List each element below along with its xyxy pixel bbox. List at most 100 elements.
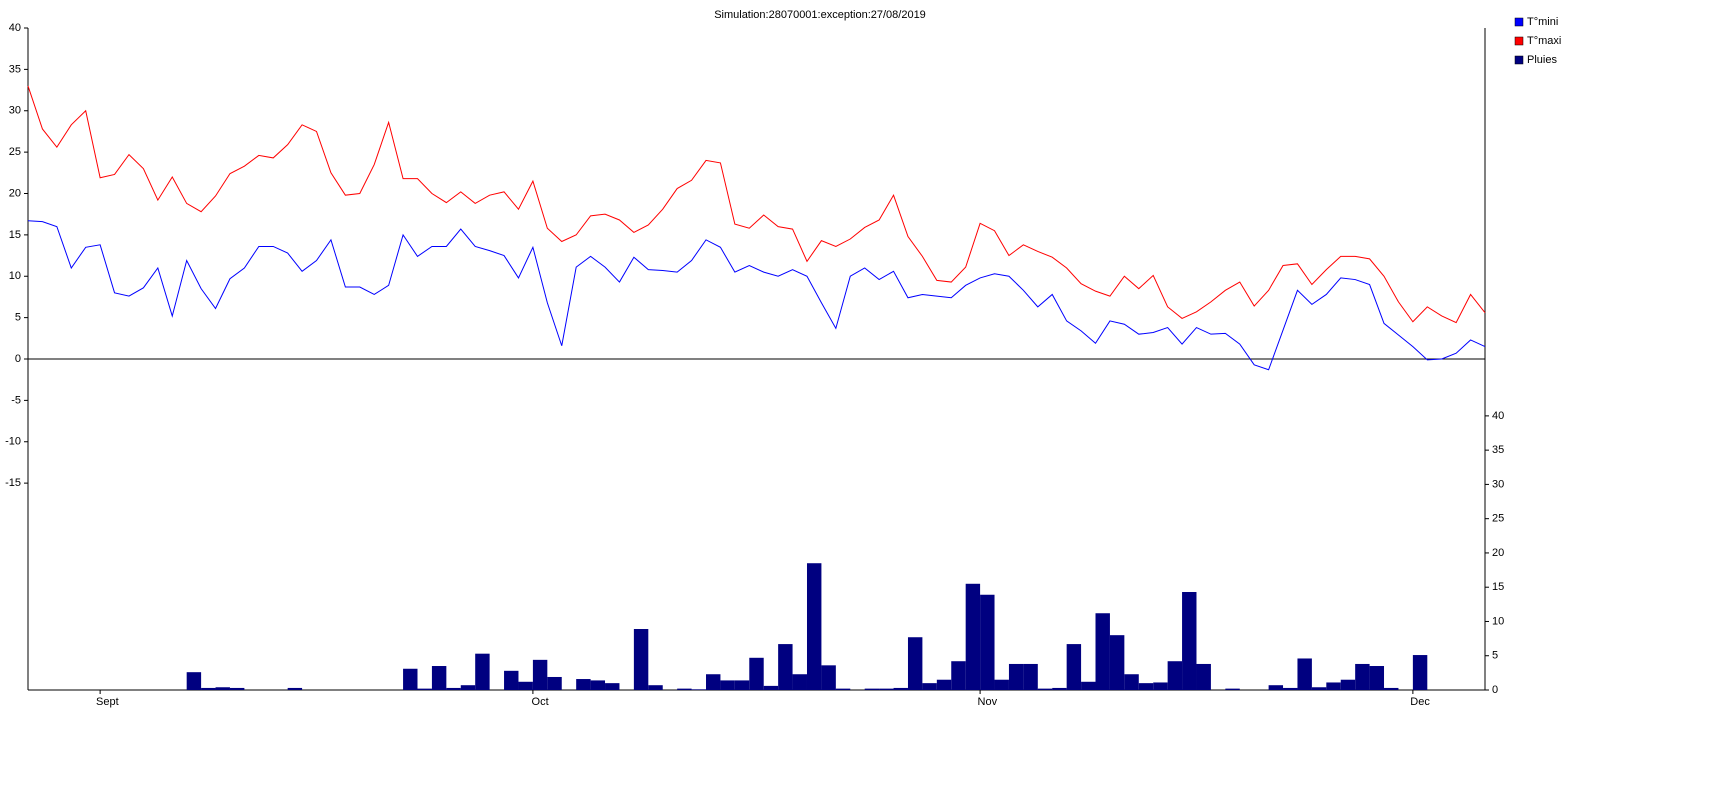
y-tick-label: -15 <box>5 477 21 489</box>
y2-tick-label: 40 <box>1492 410 1504 422</box>
y2-tick-label: 25 <box>1492 513 1504 525</box>
y2-tick-label: 15 <box>1492 581 1504 593</box>
bar <box>922 683 937 690</box>
y2-tick-label: 35 <box>1492 444 1504 456</box>
bar <box>879 688 894 690</box>
bar <box>1196 663 1211 690</box>
bar <box>936 679 952 690</box>
bar <box>994 679 1009 690</box>
x-tick-label: Oct <box>532 696 549 708</box>
line-series <box>27 220 1486 371</box>
bar <box>893 687 908 690</box>
bar <box>1369 666 1385 690</box>
bar <box>821 665 836 690</box>
y-tick-label: 0 <box>15 353 21 365</box>
bar <box>706 674 721 690</box>
y2-tick-label: 5 <box>1492 650 1498 662</box>
y-tick-label: 15 <box>9 229 21 241</box>
bar <box>1167 661 1183 690</box>
y-tick-label: 25 <box>9 146 21 158</box>
y2-tick-label: 20 <box>1492 547 1504 559</box>
bar <box>1268 685 1284 690</box>
bar <box>691 689 707 690</box>
y-tick-label: 35 <box>9 63 21 75</box>
bar <box>518 681 533 690</box>
bar <box>1066 644 1082 690</box>
legend-label: Pluies <box>1527 54 1557 66</box>
bar <box>1153 682 1168 690</box>
bar <box>907 637 923 690</box>
bar <box>590 680 606 690</box>
bar <box>1081 681 1096 690</box>
bar <box>229 687 245 690</box>
bar <box>749 657 764 690</box>
bar <box>1283 687 1298 690</box>
bar <box>951 661 966 690</box>
bar <box>605 683 620 690</box>
bar <box>806 563 822 690</box>
bar <box>576 679 591 690</box>
y-tick-label: 30 <box>9 105 21 117</box>
bar <box>1138 683 1154 690</box>
bar <box>1326 682 1341 690</box>
bar <box>648 685 663 690</box>
bar <box>1311 687 1327 690</box>
bar <box>864 688 880 690</box>
bar <box>215 687 230 690</box>
bar <box>1023 663 1038 690</box>
legend-label: T°mini <box>1527 16 1558 28</box>
bar <box>403 668 418 690</box>
legend-swatch <box>1514 17 1524 27</box>
bar <box>1355 663 1370 690</box>
bar <box>460 685 476 690</box>
bar <box>1124 674 1139 690</box>
line-series <box>27 85 1486 324</box>
bar <box>965 583 981 690</box>
y2-tick-label: 0 <box>1492 684 1498 696</box>
bar <box>1297 658 1312 690</box>
legend-swatch <box>1514 36 1524 46</box>
bar <box>1412 655 1428 690</box>
y2-tick-label: 30 <box>1492 478 1504 490</box>
bar <box>720 680 735 690</box>
bar <box>186 672 202 690</box>
x-tick-label: Sept <box>96 696 119 708</box>
bar <box>734 680 750 690</box>
bar <box>201 687 216 690</box>
bar <box>1052 687 1067 690</box>
bar <box>1182 592 1197 690</box>
bar <box>417 688 432 690</box>
bar <box>1225 688 1240 690</box>
y2-tick-label: 10 <box>1492 615 1504 627</box>
legend-swatch <box>1514 55 1524 65</box>
x-tick-label: Nov <box>978 696 998 708</box>
bar <box>792 674 807 690</box>
legend-label: T°maxi <box>1527 35 1561 47</box>
x-tick-label: Dec <box>1410 696 1430 708</box>
bar <box>475 653 490 690</box>
bar <box>547 676 562 690</box>
bar <box>431 666 447 690</box>
y-tick-label: -10 <box>5 436 21 448</box>
bar <box>287 687 303 690</box>
bar <box>532 659 548 690</box>
bar <box>835 688 851 690</box>
bar <box>1340 679 1356 690</box>
bar <box>763 685 779 690</box>
bar <box>1384 687 1399 690</box>
y-tick-label: -5 <box>11 394 21 406</box>
bar <box>1008 663 1024 690</box>
bar <box>1109 635 1125 690</box>
y-tick-label: 40 <box>9 22 21 34</box>
bar <box>633 629 649 690</box>
y-tick-label: 10 <box>9 270 21 282</box>
y-tick-label: 5 <box>15 312 21 324</box>
y-tick-label: 20 <box>9 187 21 199</box>
bar <box>778 644 793 690</box>
bar <box>677 688 692 690</box>
bar <box>1095 613 1110 690</box>
bar <box>446 687 461 690</box>
bar <box>504 670 519 690</box>
bar <box>980 594 995 690</box>
